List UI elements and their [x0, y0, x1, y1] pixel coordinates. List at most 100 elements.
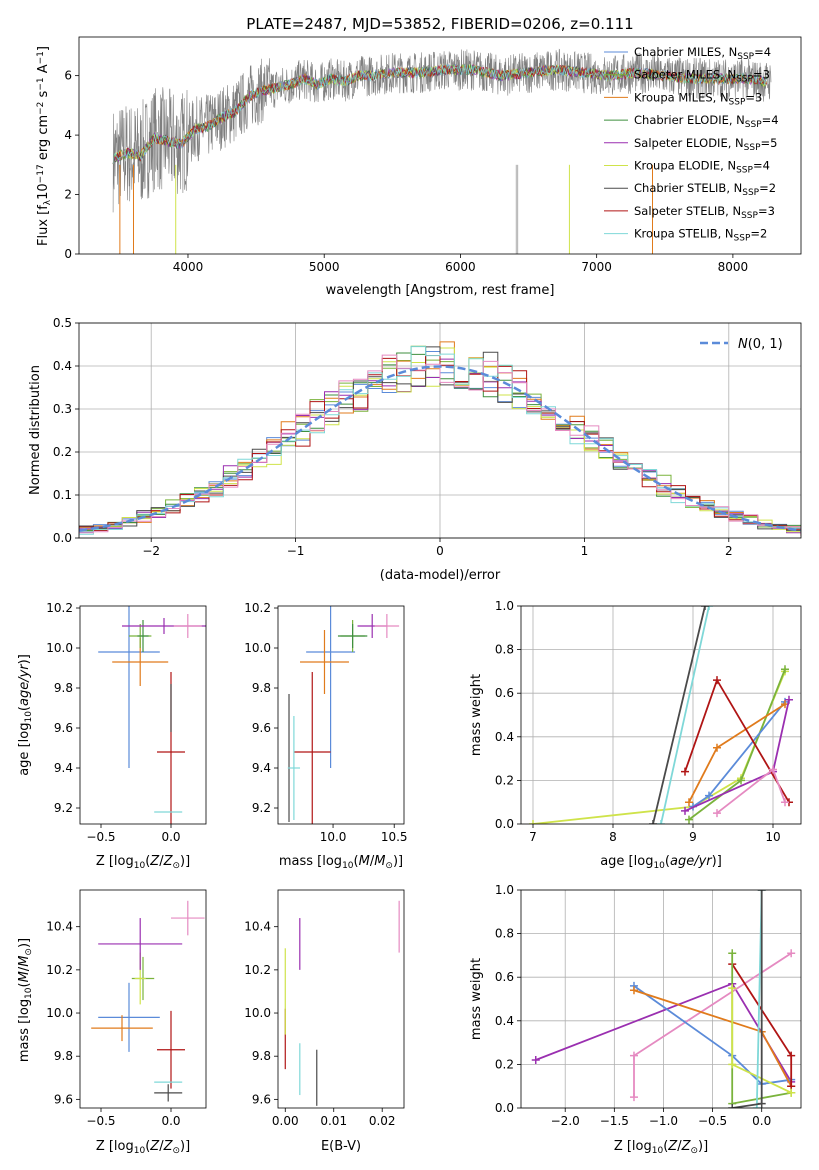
plus-marker — [769, 765, 777, 774]
legend-label: Kroupa STELIB, NSSP=2 — [634, 227, 767, 244]
plot-area — [79, 341, 801, 537]
axes-frame — [520, 889, 802, 1109]
plot-area — [529, 606, 793, 824]
plus-marker — [728, 949, 737, 958]
y-tick-label: 0.2 — [53, 445, 72, 459]
plus-marker — [728, 984, 737, 993]
x-tick-label: 10.5 — [381, 830, 408, 844]
residual-histogram — [79, 354, 801, 534]
panel-mass_vs_Z: −0.5 0.0 9.6 9.8 10.0 10.2 10.4 Z [log10(Z/Z⊙)]… — [17, 889, 207, 1156]
plus-marker — [705, 606, 713, 610]
plus-marker — [649, 820, 657, 824]
x-axis-label: Z [log10(Z/Z⊙)] — [614, 1139, 708, 1156]
plus-marker — [787, 1051, 796, 1060]
y-tick-label: 9.8 — [252, 681, 271, 695]
axes-frame — [78, 322, 802, 539]
y-tick-label: 9.4 — [252, 761, 271, 775]
y-tick-label: 10.2 — [244, 963, 271, 977]
plus-marker — [713, 676, 721, 685]
x-tick-label: −0.5 — [86, 1114, 115, 1128]
y-axis-label: Flux [fλ10−17 erg cm−2 s−1 A−1] — [36, 46, 53, 246]
y-axis-label: mass weight — [469, 958, 484, 1040]
x-tick-label: 8 — [609, 830, 617, 844]
y-tick-label: 10.4 — [244, 920, 271, 934]
panel-spectrum: 4000 5000 6000 7000 8000 0 2 4 6 Chabrier MILES, … — [36, 36, 802, 298]
x-tick-label: 0.02 — [369, 1114, 396, 1128]
x-tick-label: 2 — [725, 544, 733, 558]
panel-mass_vs_ebv: 0.00 0.01 0.02 9.6 9.8 10.0 10.2 10.4 E(B-V) — [244, 889, 405, 1154]
y-tick-label: 10.4 — [46, 920, 73, 934]
x-axis-label: mass [log10(M/M⊙)] — [279, 854, 403, 871]
x-tick-label: −2.0 — [551, 1114, 580, 1128]
plus-marker — [629, 986, 638, 995]
x-tick-label: −1.5 — [600, 1114, 629, 1128]
legend-label: Salpeter ELODIE, NSSP=5 — [634, 136, 777, 153]
y-tick-label: 0.5 — [53, 316, 72, 330]
y-tick-label: 10.2 — [46, 601, 73, 615]
y-tick-label: 0.4 — [53, 359, 72, 373]
gaussian-curve — [79, 365, 801, 532]
panel-residuals: −2 −1 0 1 2 0.0 0.1 0.2 0.3 0.4 0.5 N(0, 1) (data-mo… — [28, 316, 802, 583]
x-tick-label: −0.5 — [86, 830, 115, 844]
plus-marker — [713, 809, 721, 818]
plot-area — [284, 900, 400, 1106]
x-tick-label: −1 — [287, 544, 305, 558]
mass-weight-line — [633, 985, 792, 1085]
axes-frame — [79, 605, 207, 825]
x-axis-label: age [log10(age/yr)] — [600, 854, 722, 871]
x-tick-label: 7 — [529, 830, 537, 844]
legend-label: Chabrier STELIB, NSSP=2 — [634, 181, 776, 198]
axes-frame — [277, 889, 405, 1109]
legend-label: Kroupa ELODIE, NSSP=4 — [634, 159, 770, 176]
model-curve — [112, 63, 768, 165]
plus-marker — [705, 791, 713, 800]
x-tick-label: 0.00 — [272, 1114, 299, 1128]
y-axis-label: Normed distribution — [28, 365, 43, 495]
y-tick-label: 0.0 — [53, 531, 72, 545]
plus-marker — [713, 743, 721, 752]
plus-marker — [701, 606, 709, 610]
mass-weight-line — [660, 606, 710, 824]
y-tick-label: 0.0 — [495, 817, 514, 831]
plus-marker — [787, 949, 796, 958]
y-tick-label: 9.2 — [54, 801, 73, 815]
x-tick-label: −2 — [142, 544, 160, 558]
x-axis-label: Z [log10(Z/Z⊙)] — [96, 1139, 190, 1156]
axes-frame — [277, 605, 405, 825]
y-tick-label: 0.4 — [495, 730, 514, 744]
plus-marker — [728, 1060, 737, 1069]
x-axis-label: Z [log10(Z/Z⊙)] — [96, 854, 190, 871]
x-axis-label: (data-model)/error — [380, 568, 501, 583]
y-tick-label: 9.8 — [252, 1049, 271, 1063]
y-tick-label: 6 — [64, 69, 72, 83]
y-tick-label: 0.6 — [495, 686, 514, 700]
y-tick-label: 10.2 — [46, 963, 73, 977]
x-tick-label: 1 — [581, 544, 589, 558]
panel-age_vs_mass: 10.0 10.5 9.2 9.4 9.6 9.8 10.0 10.2 mass [log10(… — [244, 601, 408, 871]
y-axis-label: age [log10(age/yr)] — [17, 654, 34, 776]
x-tick-label: 8000 — [718, 260, 749, 274]
plus-marker — [781, 798, 789, 807]
plus-marker — [737, 776, 745, 785]
y-tick-label: 2 — [64, 188, 72, 202]
y-tick-label: 10.0 — [244, 641, 271, 655]
panel-massweight_vs_Z: −2.0 −1.5 −1.0 −0.5 0.0 0.0 0.2 0.4 0.6 0.8 1.0 Z [… — [469, 883, 802, 1156]
x-tick-label: 9 — [689, 830, 697, 844]
plus-marker — [529, 820, 537, 824]
plus-marker — [785, 695, 793, 704]
x-tick-label: 4000 — [173, 260, 204, 274]
y-tick-label: 1.0 — [495, 599, 514, 613]
plus-marker — [752, 1104, 761, 1108]
x-tick-label: 10 — [765, 830, 780, 844]
y-tick-label: 0.2 — [495, 773, 514, 787]
y-tick-label: 0.8 — [495, 643, 514, 657]
x-tick-label: 0.0 — [752, 1114, 771, 1128]
y-axis-label: mass [log10(M/M⊙)] — [17, 938, 34, 1062]
y-tick-label: 0.8 — [495, 927, 514, 941]
plus-marker — [728, 1104, 737, 1108]
x-axis-label: E(B-V) — [321, 1139, 361, 1154]
legend-label: Salpeter STELIB, NSSP=3 — [634, 204, 775, 221]
figure-title: PLATE=2487, MJD=53852, FIBERID=0206, z=0… — [246, 15, 633, 33]
spectrum-data — [112, 48, 772, 213]
